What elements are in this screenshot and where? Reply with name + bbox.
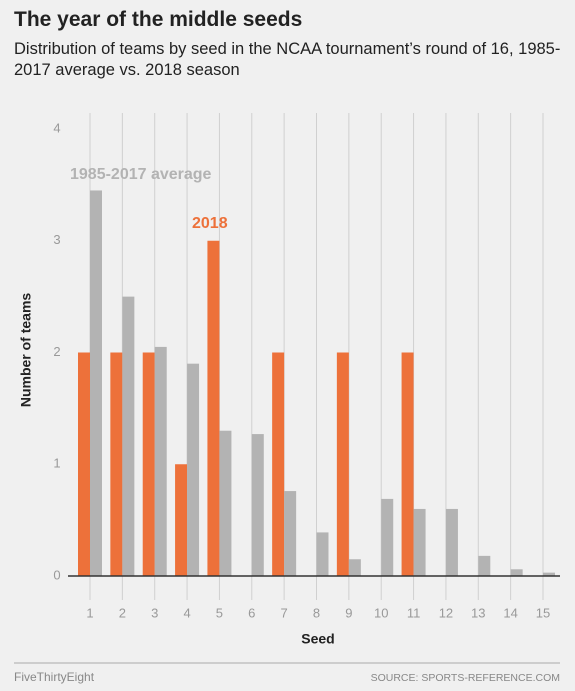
bar bbox=[543, 572, 555, 576]
x-axis-label: Seed bbox=[301, 631, 334, 647]
footer-brand: FiveThirtyEight bbox=[14, 670, 95, 684]
bar bbox=[284, 491, 297, 576]
y-axis-label: Number of teams bbox=[18, 293, 34, 408]
bar bbox=[110, 352, 123, 576]
bar bbox=[316, 532, 329, 576]
y-tick-label: 0 bbox=[53, 567, 60, 582]
x-tick-label: 1 bbox=[86, 605, 93, 620]
y-tick-label: 2 bbox=[53, 344, 60, 359]
y-tick-label: 3 bbox=[53, 232, 60, 247]
chart-subtitle: Distribution of teams by seed in the NCA… bbox=[14, 40, 561, 79]
x-tick-label: 4 bbox=[183, 605, 190, 620]
bar bbox=[413, 508, 426, 576]
bar bbox=[336, 352, 349, 576]
x-tick-label: 8 bbox=[313, 605, 320, 620]
bar bbox=[187, 363, 200, 576]
bar bbox=[122, 296, 135, 576]
bar bbox=[142, 352, 155, 576]
bar bbox=[219, 430, 232, 576]
bar bbox=[207, 240, 220, 576]
y-tick-label: 1 bbox=[53, 456, 60, 471]
bar bbox=[251, 434, 264, 576]
x-tick-label: 9 bbox=[345, 605, 352, 620]
x-tick-label: 5 bbox=[216, 605, 223, 620]
chart-title: The year of the middle seeds bbox=[14, 8, 303, 31]
bar bbox=[445, 508, 458, 576]
x-tick-label: 2 bbox=[119, 605, 126, 620]
legend-label: 1985-2017 average bbox=[70, 166, 212, 183]
bar bbox=[510, 569, 523, 576]
bar bbox=[175, 464, 188, 576]
x-tick-label: 3 bbox=[151, 605, 158, 620]
x-tick-label: 11 bbox=[407, 605, 421, 620]
footer-source: SOURCE: SPORTS-REFERENCE.COM bbox=[371, 672, 560, 684]
bar bbox=[90, 190, 102, 576]
bar bbox=[78, 352, 90, 576]
x-tick-label: 15 bbox=[536, 605, 550, 620]
bar bbox=[154, 346, 167, 576]
bar bbox=[348, 559, 361, 576]
bar bbox=[272, 352, 285, 576]
bar bbox=[478, 555, 491, 576]
x-tick-label: 6 bbox=[248, 605, 255, 620]
y-tick-label: 4 bbox=[53, 120, 60, 135]
bar bbox=[381, 498, 394, 576]
legend-label: 2018 bbox=[192, 215, 228, 232]
x-tick-label: 10 bbox=[374, 605, 388, 620]
x-tick-label: 7 bbox=[281, 605, 288, 620]
x-tick-label: 13 bbox=[471, 605, 485, 620]
x-tick-label: 14 bbox=[503, 605, 517, 620]
bar bbox=[401, 352, 414, 576]
x-tick-label: 12 bbox=[439, 605, 453, 620]
